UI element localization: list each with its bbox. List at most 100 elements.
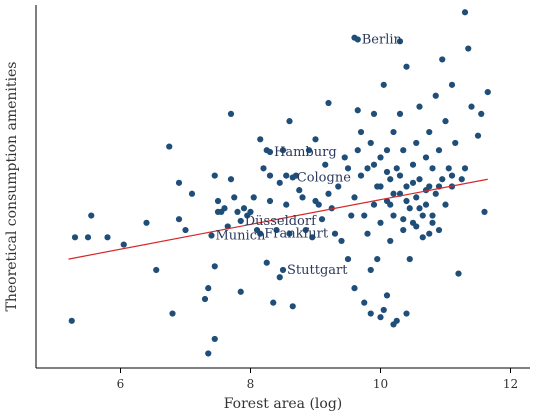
data-point bbox=[335, 183, 342, 190]
y-axis-title: Theoretical consumption amenities bbox=[4, 62, 20, 312]
data-point bbox=[318, 216, 326, 223]
data-point bbox=[484, 89, 491, 96]
data-point bbox=[231, 194, 238, 201]
city-labels: Berlin Hamburg Cologne DüsseldorfMunichFran… bbox=[216, 32, 403, 278]
data-point bbox=[286, 118, 293, 125]
data-point bbox=[263, 259, 270, 266]
data-point bbox=[377, 183, 384, 190]
x-tick-label: 6 bbox=[117, 377, 125, 391]
data-point bbox=[344, 165, 352, 172]
x-tick-label: 12 bbox=[503, 377, 518, 391]
data-point bbox=[276, 179, 283, 186]
data-point bbox=[380, 81, 387, 88]
data-point bbox=[325, 99, 332, 107]
data-point bbox=[279, 147, 287, 154]
data-point bbox=[351, 285, 358, 292]
data-point bbox=[296, 187, 303, 194]
data-point bbox=[331, 230, 339, 237]
data-point bbox=[416, 103, 423, 110]
city-label-munich: Munich bbox=[216, 229, 266, 244]
data-point bbox=[143, 219, 150, 226]
data-point bbox=[390, 128, 397, 136]
labeled-point bbox=[289, 174, 296, 181]
data-point bbox=[205, 285, 212, 292]
data-point bbox=[367, 139, 374, 147]
data-point bbox=[211, 172, 218, 179]
x-tick-label: 8 bbox=[247, 377, 255, 391]
data-point bbox=[260, 165, 267, 172]
data-point bbox=[419, 212, 426, 219]
data-point bbox=[409, 179, 417, 186]
data-point bbox=[247, 208, 254, 216]
data-point bbox=[201, 295, 209, 303]
data-point bbox=[71, 234, 79, 241]
data-point bbox=[120, 241, 127, 248]
data-point bbox=[257, 136, 264, 143]
data-point bbox=[400, 216, 407, 223]
data-point bbox=[442, 201, 449, 208]
x-axis-title: Forest area (log) bbox=[224, 396, 343, 412]
data-point bbox=[429, 219, 436, 226]
city-label-stuttgart: Stuttgart bbox=[287, 263, 348, 278]
data-point bbox=[461, 9, 469, 16]
city-label-frankfurt: Frankfurt bbox=[264, 227, 329, 242]
x-tick-label: 10 bbox=[373, 377, 388, 391]
data-point bbox=[377, 219, 384, 226]
data-point bbox=[351, 194, 358, 201]
data-point bbox=[344, 256, 352, 263]
data-point bbox=[400, 147, 407, 154]
data-point bbox=[357, 172, 365, 179]
data-point bbox=[458, 176, 465, 183]
data-point bbox=[354, 147, 361, 154]
city-label-berlin: Berlin bbox=[362, 32, 403, 47]
data-point bbox=[403, 183, 410, 190]
data-point bbox=[289, 303, 296, 310]
data-point bbox=[380, 306, 387, 314]
data-point bbox=[240, 205, 248, 212]
data-point bbox=[390, 190, 397, 197]
data-point bbox=[452, 139, 459, 147]
data-point bbox=[383, 292, 391, 299]
data-point bbox=[364, 165, 371, 172]
data-point bbox=[84, 234, 92, 241]
data-point bbox=[266, 172, 274, 179]
city-label-cologne: Cologne bbox=[297, 170, 351, 185]
data-point bbox=[68, 317, 75, 324]
data-point bbox=[348, 212, 355, 219]
data-point bbox=[370, 201, 378, 208]
data-point bbox=[361, 212, 368, 219]
data-point bbox=[406, 256, 413, 263]
labeled-point bbox=[354, 36, 361, 43]
data-point bbox=[465, 45, 472, 52]
data-point bbox=[227, 176, 235, 183]
city-label-düsseldorf: Düsseldorf bbox=[245, 214, 317, 229]
data-point bbox=[403, 310, 410, 317]
data-point bbox=[338, 237, 345, 245]
data-point bbox=[406, 205, 413, 212]
data-point bbox=[403, 63, 410, 70]
data-point bbox=[468, 103, 475, 110]
data-point bbox=[387, 237, 394, 245]
data-point bbox=[175, 179, 183, 186]
data-point bbox=[276, 274, 283, 281]
data-point bbox=[448, 172, 456, 179]
data-point bbox=[383, 147, 391, 154]
labeled-point bbox=[237, 217, 244, 225]
data-points bbox=[68, 9, 491, 357]
data-point bbox=[432, 92, 439, 99]
data-point bbox=[377, 314, 384, 321]
data-point bbox=[390, 212, 397, 219]
data-point bbox=[429, 212, 436, 219]
labeled-point bbox=[279, 266, 287, 274]
data-point bbox=[270, 299, 277, 306]
data-point bbox=[169, 310, 176, 317]
data-point bbox=[166, 143, 173, 150]
data-point bbox=[374, 256, 381, 263]
data-point bbox=[354, 107, 361, 114]
data-point bbox=[400, 226, 407, 234]
data-point bbox=[413, 223, 420, 230]
data-point bbox=[104, 234, 111, 241]
data-point bbox=[315, 201, 322, 208]
data-point bbox=[442, 118, 449, 125]
